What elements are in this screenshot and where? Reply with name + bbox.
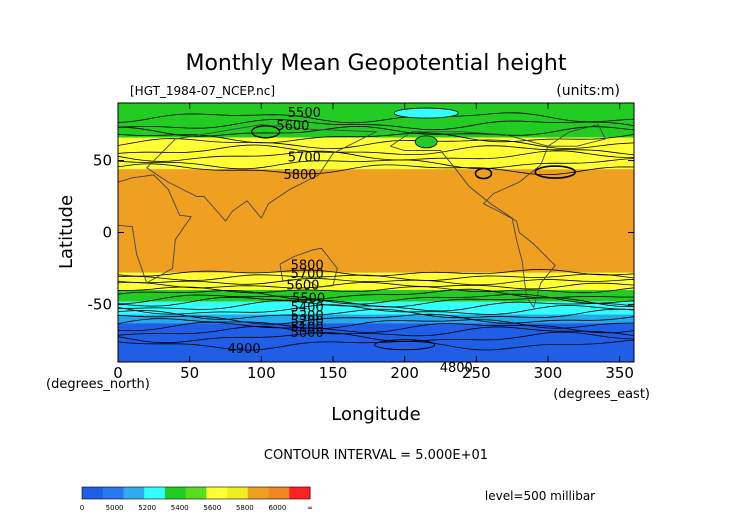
contour-line [117,331,635,344]
colorbar: 0 5000 5200 5400 5600 5800 6000 ∞ [80,486,313,512]
x-tick-label: 0 [113,364,123,382]
contour-label: 5000 [291,326,324,341]
contour-label: 4900 [228,342,261,357]
contour-line [117,286,635,294]
contour-line [117,293,635,305]
x-unit-label: (degrees_east) [553,387,650,402]
colorbar-tick-label: 0 [80,504,84,512]
contour-lines [117,112,635,351]
contour-line [117,125,635,137]
contour-line [117,304,635,315]
x-tick-label: 50 [180,364,199,382]
level-text: level=500 millibar [485,489,595,503]
contour-line [118,300,635,312]
colorbar-tick-label: 5800 [236,504,254,512]
colorbar-swatch [185,487,207,499]
contour-feature [414,135,438,149]
colorbar-frame [81,486,311,500]
coastline [390,131,556,309]
contour-line [117,278,635,286]
x-tick-label: 200 [390,364,419,382]
contour-label: 5800 [291,259,324,274]
contour-line [117,150,635,162]
contour-label: 5700 [291,267,324,282]
colorbar-swatch [164,487,187,499]
file-label: [HGT_1984-07_NCEP.nc] [130,84,275,98]
y-tick-label: -50 [88,295,113,313]
contour-label: 5100 [291,320,324,335]
coastline [279,247,338,288]
x-tick-label: 350 [605,364,634,382]
contour-label: 5300 [291,309,324,324]
colorbar-tick-label: 6000 [269,504,287,512]
contour-band [118,301,634,315]
contour-line [117,273,635,281]
contour-interval-text: CONTOUR INTERVAL = 5.000E+01 [264,448,488,463]
colorbar-swatch [123,487,145,499]
colorbar-tick-label: ∞ [307,504,313,512]
x-tick-label: 300 [534,364,563,382]
contour-feature [393,107,459,119]
contour-label: 5500 [288,106,321,121]
y-tick-label: 50 [93,152,112,170]
x-tick-label: 250 [462,364,491,382]
contour-feature [250,125,281,139]
contour-line [117,132,635,144]
colorbar-swatch [102,487,124,499]
contour-line [117,308,635,320]
contour-band [118,314,634,324]
contour-feature [474,167,493,180]
contour-line [117,321,635,334]
contour-label: 5700 [288,151,321,166]
colorbar-swatch [247,487,270,499]
coastline [547,124,606,147]
colorbar-tick-label: 5200 [138,504,156,512]
y-unit-label: (degrees_north) [46,377,150,392]
colorbar-swatch [206,487,228,499]
colorbar-swatch [144,487,166,499]
colorbar-tick-label: 5000 [106,504,124,512]
x-tick-label: 100 [247,364,276,382]
contour-feature [374,339,436,351]
contour-line [117,313,635,325]
contour-label: 5600 [276,119,309,134]
contour-line [117,112,635,124]
colorbar-swatch [289,487,311,499]
contour-label: 4800 [440,361,473,376]
contour-line [117,119,635,131]
contour-line [117,144,635,156]
colorbar-swatch [268,487,290,499]
chart-title: Monthly Mean Geopotential height [185,51,566,76]
units-label: (units:m) [556,83,620,99]
y-axis-label: Latitude [56,195,77,269]
contour-label: 5400 [291,300,324,315]
coastline [117,174,192,284]
x-tick-label: 150 [319,364,348,382]
colorbar-swatch [82,487,104,499]
plot-area: 0 50 100 150 200 250 300 350500-505500560057005… [88,102,635,382]
x-axis-label: Longitude [331,404,421,425]
contour-line [117,163,635,176]
colorbar-swatch [227,487,249,499]
contour-band [118,290,634,302]
contour-label: 5800 [283,168,316,183]
contour-line [117,339,635,351]
contour-line [117,326,635,337]
coastlines [117,124,606,309]
contour-band [118,169,634,273]
contour-label: 5200 [291,315,324,330]
contour-label: 5500 [292,292,325,307]
coastline [145,124,378,222]
contour-line [117,318,635,329]
y-tick-label: 0 [102,224,112,242]
contour-feature [534,165,576,179]
colorbar-tick-label: 5600 [203,504,221,512]
contour-band [118,137,634,170]
contour-line [117,158,635,170]
contour-label: 5600 [286,279,319,294]
colorbar-tick-label: 5400 [171,504,189,512]
contour-band [118,103,634,138]
